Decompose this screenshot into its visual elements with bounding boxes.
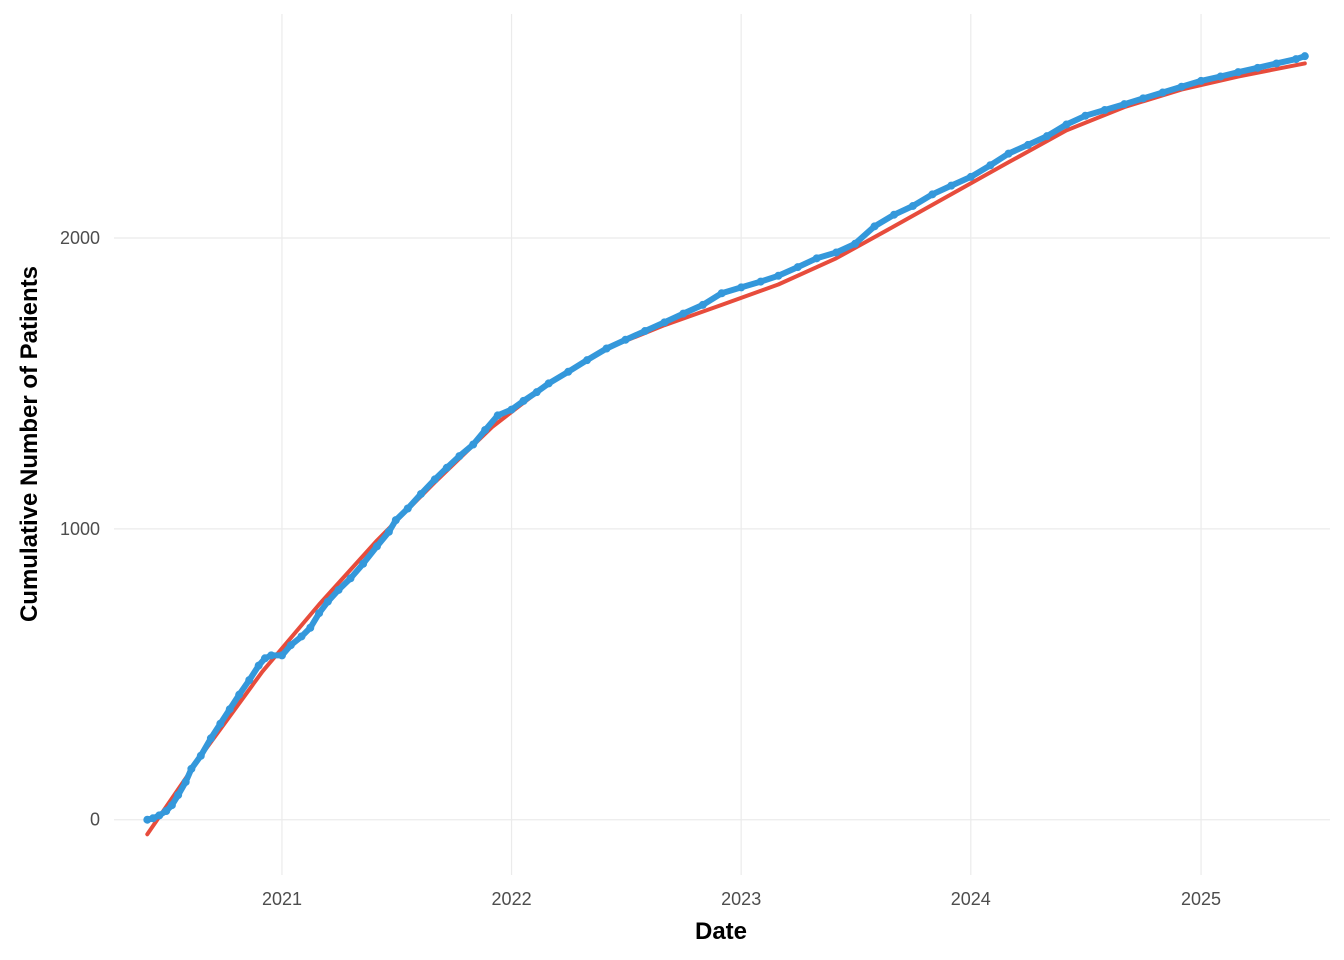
data-point — [297, 632, 306, 641]
data-point — [986, 161, 995, 170]
data-point — [679, 309, 688, 318]
data-point — [372, 542, 381, 551]
data-trace — [144, 53, 1308, 823]
x-tick-labels: 2021 2022 2023 2024 2025 — [262, 889, 1221, 909]
data-point — [359, 559, 368, 568]
grid — [114, 14, 1330, 875]
data-point — [928, 190, 937, 199]
data-point — [851, 239, 860, 248]
data-point — [717, 289, 726, 298]
data-point — [1062, 120, 1071, 129]
data-point — [621, 335, 630, 344]
x-tick-label: 2021 — [262, 889, 302, 909]
data-point — [1292, 55, 1301, 64]
data-point — [416, 489, 425, 498]
data-point — [793, 263, 802, 272]
data-point — [583, 356, 592, 365]
data-point — [391, 516, 400, 525]
x-tick-label: 2024 — [951, 889, 991, 909]
data-point — [1042, 132, 1051, 141]
data-point — [334, 585, 343, 594]
data-point — [162, 807, 171, 816]
data-point — [1300, 52, 1309, 61]
data-point — [908, 201, 917, 210]
data-point — [403, 504, 412, 513]
data-point — [812, 254, 821, 263]
data-points-series — [143, 52, 1309, 824]
data-point — [267, 651, 276, 660]
x-tick-label: 2022 — [492, 889, 532, 909]
data-point — [196, 751, 205, 760]
y-tick-label: 1000 — [60, 519, 100, 539]
data-point — [1177, 82, 1186, 91]
data-point — [1197, 76, 1206, 85]
data-point — [832, 248, 841, 257]
fit-line — [145, 61, 1307, 837]
data-point — [260, 654, 269, 663]
data-point — [947, 181, 956, 190]
data-point — [1081, 111, 1090, 120]
data-point — [737, 283, 746, 292]
data-point — [149, 814, 158, 823]
data-point — [481, 425, 490, 434]
data-point — [532, 388, 541, 397]
data-point — [167, 801, 176, 810]
data-point — [323, 597, 332, 606]
data-point — [890, 210, 899, 219]
fit-line-series — [145, 61, 1307, 837]
data-point — [306, 623, 315, 632]
data-point — [660, 318, 669, 327]
data-point — [187, 764, 196, 773]
data-point — [544, 379, 553, 388]
data-point — [698, 300, 707, 309]
y-tick-label: 2000 — [60, 228, 100, 248]
data-point — [1216, 72, 1225, 81]
data-point — [1272, 59, 1281, 68]
data-point — [346, 574, 355, 583]
data-point — [774, 271, 783, 280]
data-point — [469, 440, 478, 449]
data-point — [1100, 105, 1109, 114]
data-point — [870, 222, 879, 231]
data-point — [235, 690, 244, 699]
data-point — [206, 734, 215, 743]
data-point — [315, 609, 324, 618]
data-point — [181, 777, 190, 786]
data-point — [286, 641, 295, 650]
y-tick-label: 0 — [90, 810, 100, 830]
data-point — [966, 172, 975, 181]
data-point — [602, 344, 611, 353]
data-point — [756, 277, 765, 286]
data-point — [1158, 88, 1167, 97]
data-point — [277, 651, 286, 660]
data-point — [1234, 68, 1243, 77]
data-point — [493, 411, 502, 420]
data-point — [564, 367, 573, 376]
data-point — [1139, 94, 1148, 103]
y-axis-title: Cumulative Number of Patients — [16, 266, 43, 622]
y-tick-labels: 0 1000 2000 — [60, 228, 100, 830]
data-point — [384, 527, 393, 536]
data-point — [245, 676, 254, 685]
data-point — [216, 719, 225, 728]
x-tick-label: 2025 — [1181, 889, 1221, 909]
data-point — [1024, 140, 1033, 149]
data-point — [174, 791, 183, 800]
data-point — [640, 327, 649, 336]
x-axis-title: Date — [695, 918, 747, 945]
data-point — [519, 396, 528, 405]
data-point — [155, 811, 164, 820]
data-point — [1120, 100, 1129, 109]
data-point — [455, 452, 464, 461]
data-point — [507, 405, 516, 414]
x-tick-label: 2023 — [721, 889, 761, 909]
data-point — [1004, 149, 1013, 158]
data-point — [430, 475, 439, 484]
data-point — [442, 463, 451, 472]
data-point — [225, 705, 234, 714]
data-point — [1253, 63, 1262, 72]
data-point — [254, 661, 263, 670]
